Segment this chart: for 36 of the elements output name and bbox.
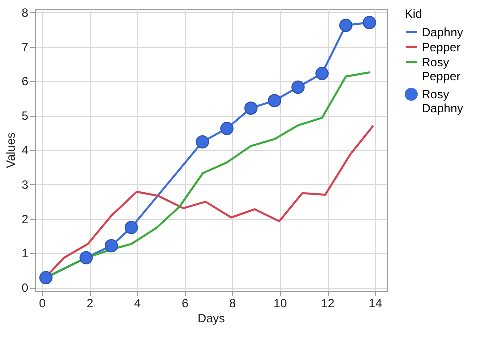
x-tick-label: 8 (230, 296, 237, 310)
x-tick-label: 6 (182, 296, 189, 310)
point (316, 67, 329, 80)
x-tick-label: 0 (39, 296, 46, 310)
point (339, 18, 353, 32)
y-tick-label: 1 (22, 246, 29, 261)
point (80, 251, 93, 265)
legend-label: Daphny (422, 26, 464, 40)
point (196, 135, 210, 149)
y-tick-label: 7 (22, 40, 29, 54)
point (268, 94, 282, 108)
legend-label: Pepper (422, 40, 461, 54)
point (244, 102, 258, 115)
x-tick-label: 2 (86, 296, 94, 310)
y-tick-label: 4 (22, 144, 29, 158)
y-tick-label: 8 (22, 6, 29, 20)
point (40, 271, 53, 285)
legend-label: Rosy Daphny (422, 88, 464, 116)
x-tick-label: 14 (368, 296, 383, 310)
y-tick-label: 0 (22, 281, 29, 296)
point (363, 16, 376, 30)
legend-label: Rosy Pepper (422, 56, 461, 84)
y-axis-title: Values (4, 132, 18, 168)
point (104, 239, 118, 253)
x-axis-title: Days (198, 312, 226, 326)
y-tick-label: 3 (22, 178, 29, 192)
x-tick-label: 12 (321, 296, 336, 310)
legend-title: Kid (405, 7, 422, 21)
x-tick-label: 4 (134, 296, 142, 310)
x-tick-label: 10 (274, 296, 288, 310)
point (124, 221, 138, 234)
y-tick-label: 2 (22, 212, 29, 226)
y-tick-label: 6 (22, 74, 29, 89)
point (292, 80, 305, 94)
point (220, 122, 234, 136)
y-tick-label: 5 (22, 109, 29, 124)
